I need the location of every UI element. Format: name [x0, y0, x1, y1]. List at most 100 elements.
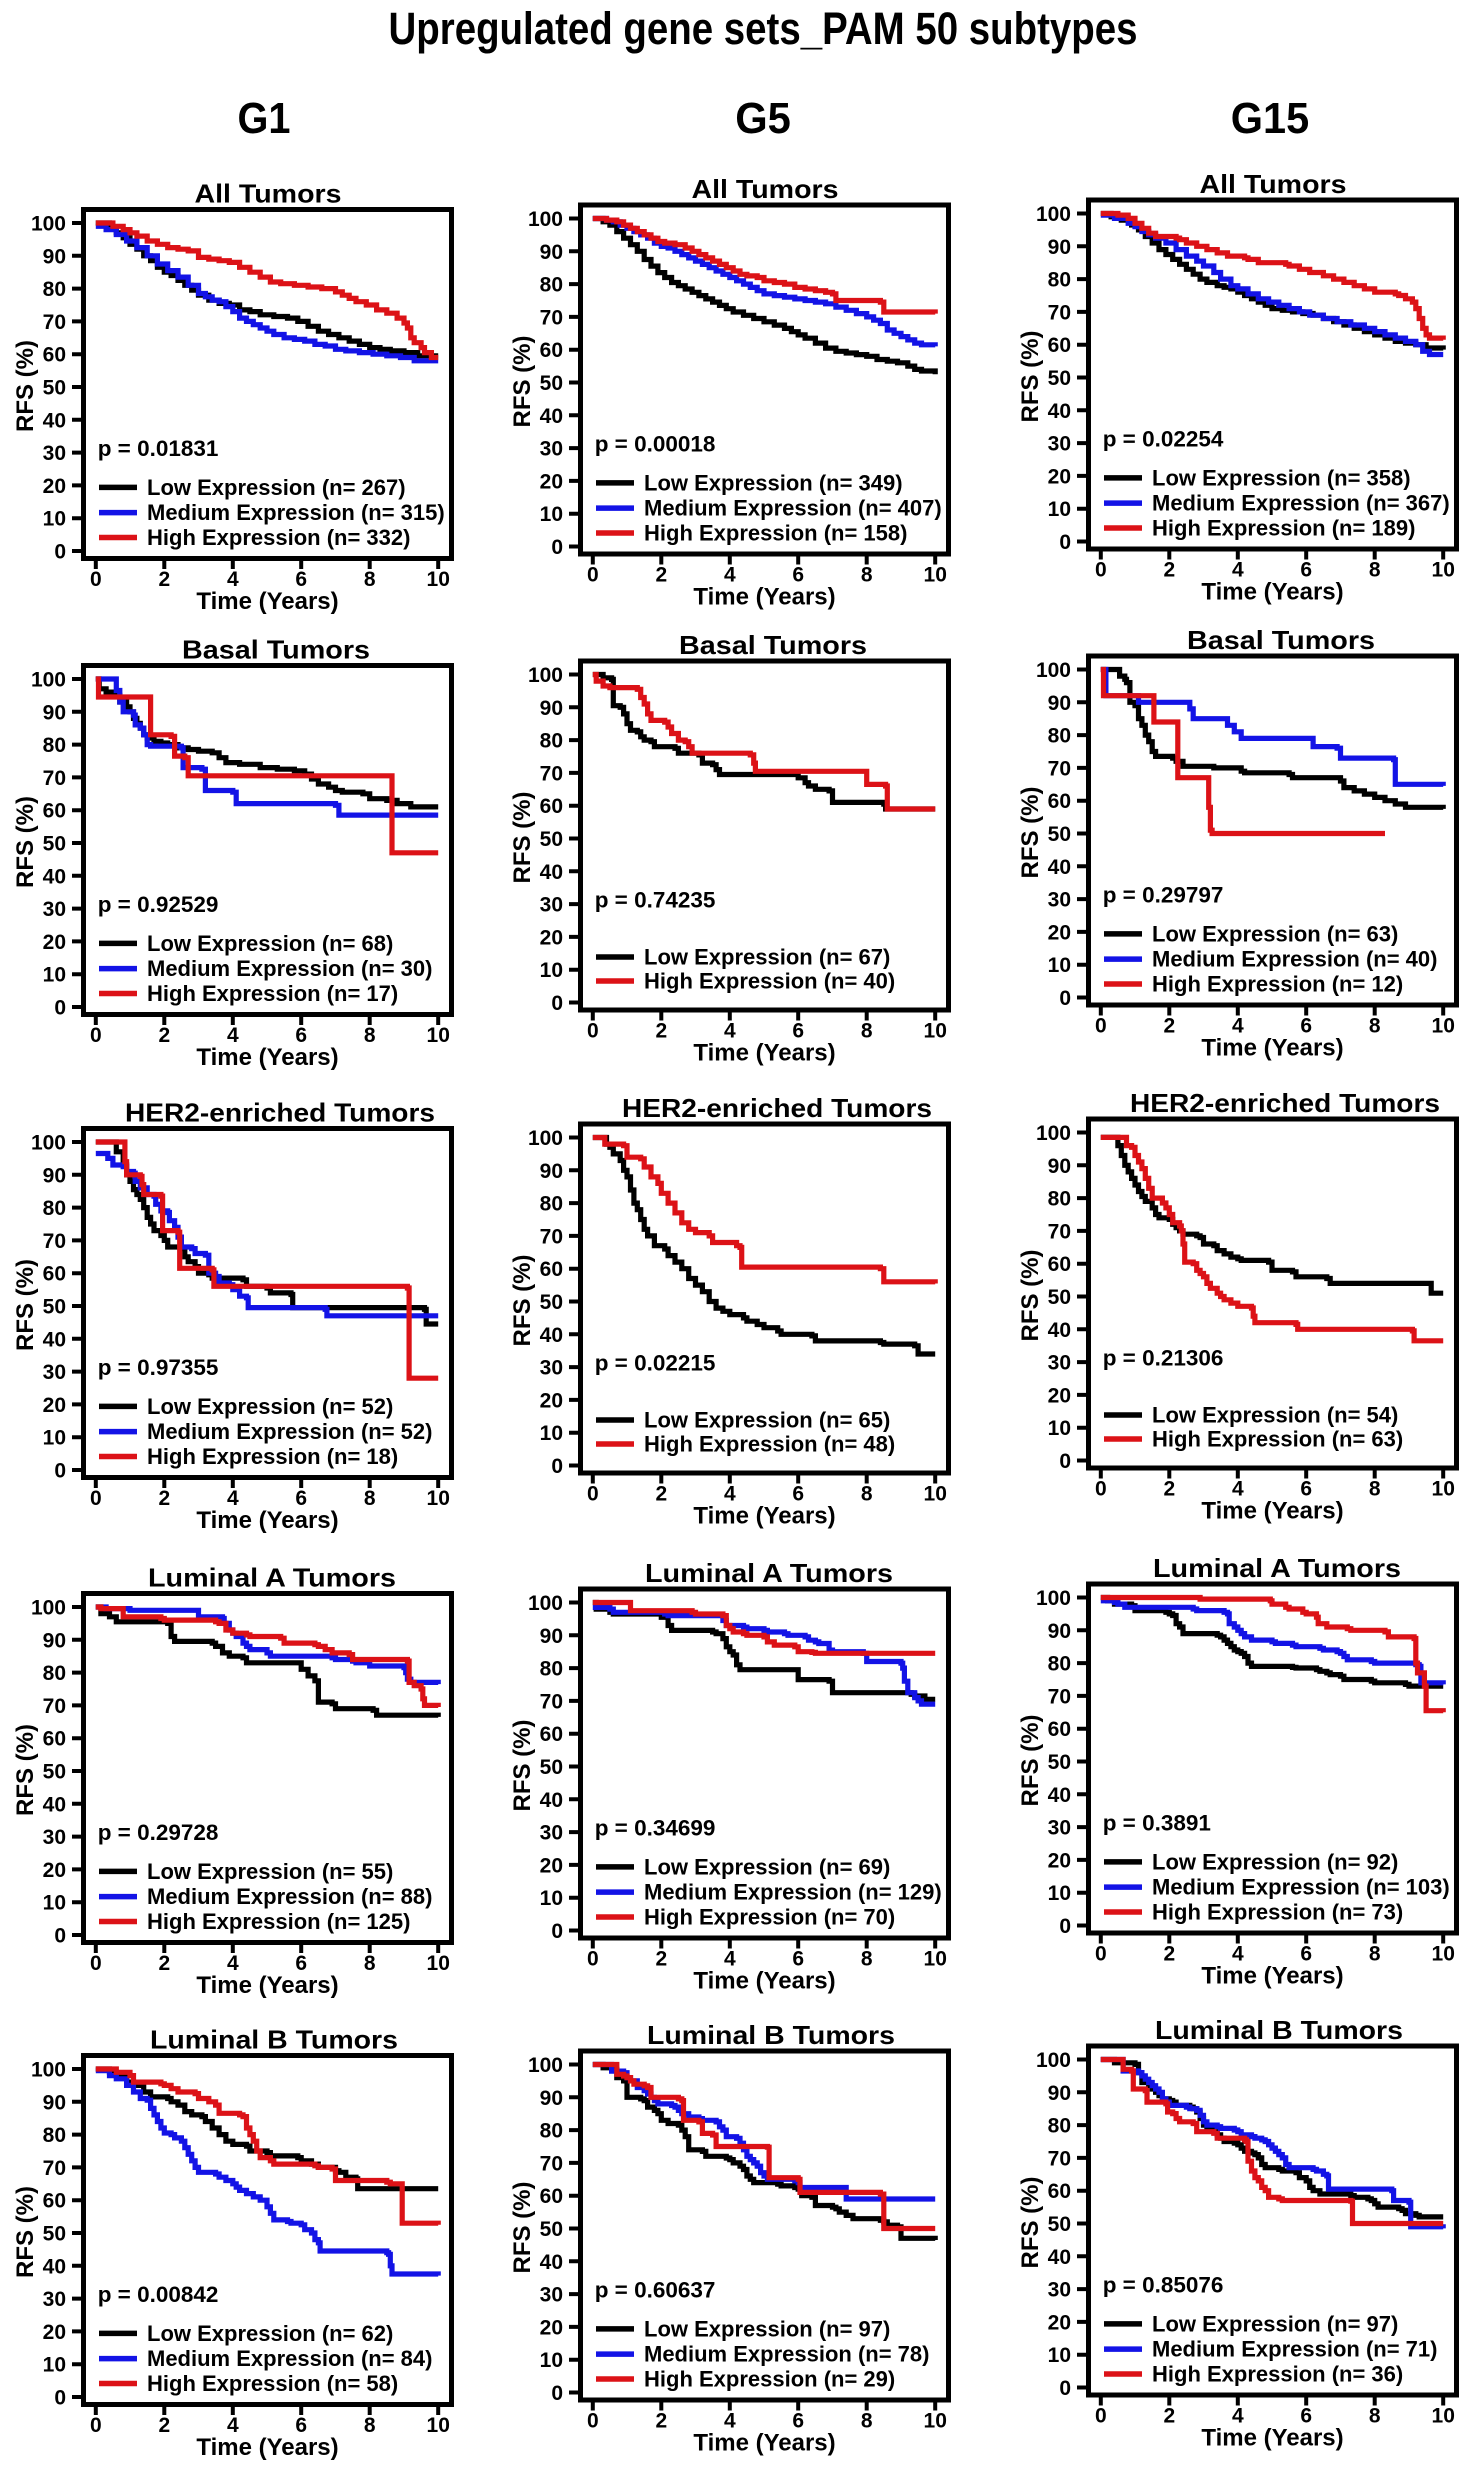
svg-text:Time (Years): Time (Years): [196, 1044, 338, 1071]
svg-text:Time (Years): Time (Years): [1201, 1963, 1343, 1990]
svg-text:40: 40: [540, 405, 563, 428]
svg-text:Medium Expression (n= 88): Medium Expression (n= 88): [147, 1884, 432, 1909]
svg-text:HER2-enriched Tumors: HER2-enriched Tumors: [1130, 1088, 1440, 1118]
svg-text:0: 0: [1095, 559, 1107, 582]
svg-text:2: 2: [158, 1024, 170, 1047]
svg-text:RFS (%): RFS (%): [12, 796, 39, 888]
svg-text:Medium Expression (n= 84): Medium Expression (n= 84): [147, 2346, 432, 2371]
svg-text:60: 60: [1048, 1718, 1071, 1741]
svg-text:50: 50: [1048, 823, 1071, 846]
svg-text:p = 0.02215: p = 0.02215: [595, 1351, 716, 1376]
svg-text:100: 100: [1036, 1587, 1071, 1610]
svg-text:High Expression (n= 17): High Expression (n= 17): [147, 981, 398, 1006]
svg-text:20: 20: [540, 2316, 563, 2339]
svg-text:Luminal B Tumors: Luminal B Tumors: [647, 2020, 895, 2050]
svg-text:2: 2: [158, 568, 170, 591]
svg-text:0: 0: [1059, 1450, 1071, 1473]
svg-text:RFS (%): RFS (%): [509, 336, 536, 428]
svg-text:RFS (%): RFS (%): [1017, 2177, 1044, 2269]
svg-text:40: 40: [43, 409, 66, 432]
svg-text:0: 0: [54, 2387, 66, 2410]
svg-text:10: 10: [540, 1422, 563, 1445]
svg-text:8: 8: [364, 2414, 376, 2437]
svg-text:20: 20: [1048, 1849, 1071, 1872]
svg-text:Luminal A Tumors: Luminal A Tumors: [1153, 1553, 1401, 1583]
svg-text:10: 10: [540, 2349, 563, 2372]
svg-text:10: 10: [924, 1483, 947, 1506]
svg-text:4: 4: [724, 1483, 736, 1506]
svg-text:6: 6: [1300, 1015, 1312, 1038]
svg-text:2: 2: [158, 1487, 170, 1510]
svg-text:2: 2: [1163, 1943, 1175, 1966]
svg-text:50: 50: [540, 2218, 563, 2241]
svg-text:p = 0.01831: p = 0.01831: [98, 436, 219, 461]
svg-text:0: 0: [1059, 987, 1071, 1010]
svg-text:100: 100: [528, 2054, 563, 2077]
svg-text:RFS (%): RFS (%): [509, 1720, 536, 1812]
svg-text:10: 10: [43, 964, 66, 987]
svg-text:70: 70: [540, 1225, 563, 1248]
svg-text:0: 0: [551, 992, 563, 1015]
svg-text:40: 40: [540, 1324, 563, 1347]
svg-text:70: 70: [1048, 2147, 1071, 2170]
svg-text:40: 40: [1048, 2246, 1071, 2269]
svg-text:2: 2: [158, 1952, 170, 1975]
svg-text:4: 4: [724, 564, 736, 587]
svg-text:RFS (%): RFS (%): [509, 1255, 536, 1347]
svg-text:Low Expression (n= 52): Low Expression (n= 52): [147, 1394, 393, 1419]
svg-text:50: 50: [43, 1761, 66, 1784]
svg-text:10: 10: [43, 1427, 66, 1450]
svg-text:10: 10: [540, 959, 563, 982]
svg-text:RFS (%): RFS (%): [509, 2182, 536, 2274]
svg-text:0: 0: [90, 1487, 102, 1510]
svg-text:2: 2: [1163, 559, 1175, 582]
svg-text:0: 0: [54, 1925, 66, 1948]
svg-text:RFS (%): RFS (%): [1017, 1250, 1044, 1342]
svg-text:30: 30: [1048, 1817, 1071, 1840]
svg-text:20: 20: [540, 1854, 563, 1877]
svg-text:0: 0: [551, 536, 563, 559]
svg-text:10: 10: [1432, 2405, 1455, 2428]
svg-text:0: 0: [587, 564, 599, 587]
svg-text:100: 100: [31, 1597, 66, 1620]
svg-text:p = 0.34699: p = 0.34699: [595, 1816, 716, 1841]
svg-text:40: 40: [43, 2255, 66, 2278]
svg-text:50: 50: [1048, 1751, 1071, 1774]
svg-text:30: 30: [1048, 433, 1071, 456]
svg-text:40: 40: [1048, 856, 1071, 879]
svg-text:50: 50: [540, 828, 563, 851]
svg-text:RFS (%): RFS (%): [12, 340, 39, 432]
svg-text:8: 8: [861, 1483, 873, 1506]
svg-text:8: 8: [861, 2410, 873, 2433]
svg-text:80: 80: [540, 1193, 563, 1216]
svg-text:10: 10: [1432, 1478, 1455, 1501]
svg-text:All Tumors: All Tumors: [195, 179, 342, 209]
svg-text:0: 0: [1059, 531, 1071, 554]
svg-text:50: 50: [540, 372, 563, 395]
svg-text:Low Expression (n= 54): Low Expression (n= 54): [1152, 1403, 1398, 1428]
svg-text:6: 6: [1300, 1478, 1312, 1501]
svg-text:4: 4: [724, 1020, 736, 1043]
svg-text:4: 4: [227, 2414, 239, 2437]
svg-text:2: 2: [655, 1020, 667, 1043]
svg-text:30: 30: [1048, 889, 1071, 912]
svg-text:RFS (%): RFS (%): [1017, 1715, 1044, 1807]
svg-text:90: 90: [43, 2091, 66, 2114]
svg-text:100: 100: [528, 1127, 563, 1150]
svg-text:Low Expression (n= 68): Low Expression (n= 68): [147, 931, 393, 956]
svg-text:Luminal B Tumors: Luminal B Tumors: [1155, 2015, 1403, 2045]
svg-text:Medium Expression (n= 315): Medium Expression (n= 315): [147, 500, 445, 525]
svg-text:90: 90: [43, 701, 66, 724]
svg-text:8: 8: [1369, 559, 1381, 582]
svg-text:10: 10: [924, 564, 947, 587]
svg-text:4: 4: [227, 1952, 239, 1975]
svg-text:Medium Expression (n= 103): Medium Expression (n= 103): [1152, 1875, 1450, 1900]
svg-text:70: 70: [43, 767, 66, 790]
svg-text:80: 80: [43, 1662, 66, 1685]
svg-text:RFS (%): RFS (%): [12, 1259, 39, 1351]
svg-text:90: 90: [43, 1164, 66, 1187]
svg-text:70: 70: [1048, 301, 1071, 324]
svg-text:Time (Years): Time (Years): [1201, 1498, 1343, 1525]
svg-text:High Expression (n= 189): High Expression (n= 189): [1152, 516, 1415, 541]
svg-text:8: 8: [364, 1487, 376, 1510]
